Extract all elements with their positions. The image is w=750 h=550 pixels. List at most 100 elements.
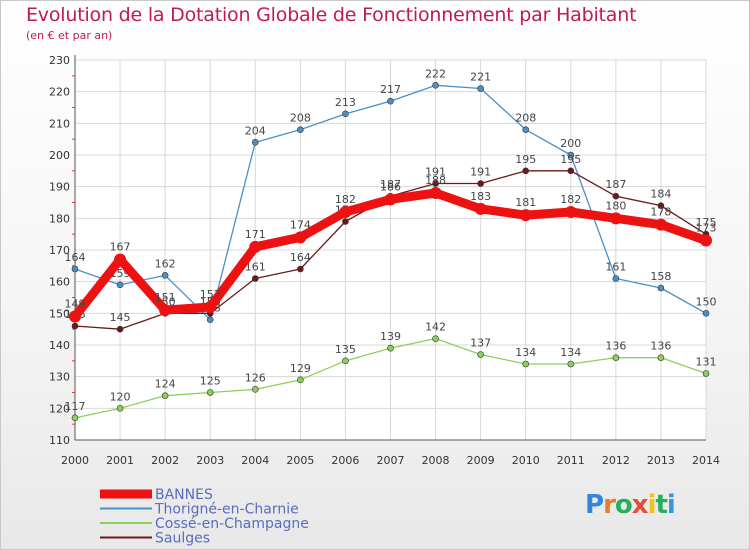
data-label: 204 bbox=[245, 124, 266, 137]
data-label: 191 bbox=[470, 166, 491, 179]
data-point bbox=[522, 167, 530, 175]
proxiti-logo: Proxiti bbox=[585, 490, 676, 520]
y-tick-label: 130 bbox=[49, 371, 70, 384]
x-tick-label: 2006 bbox=[331, 454, 359, 467]
x-tick-label: 2011 bbox=[557, 454, 585, 467]
data-label: 183 bbox=[470, 190, 491, 203]
data-point bbox=[612, 354, 620, 361]
data-point bbox=[657, 284, 665, 292]
data-point bbox=[477, 351, 484, 358]
x-tick-label: 2008 bbox=[422, 454, 450, 467]
data-point bbox=[297, 376, 304, 384]
data-point bbox=[249, 240, 262, 253]
data-point bbox=[71, 414, 79, 422]
data-point bbox=[342, 110, 349, 118]
data-label: 222 bbox=[425, 67, 446, 80]
data-label: 149 bbox=[65, 298, 86, 311]
data-label: 181 bbox=[515, 196, 536, 209]
data-label: 164 bbox=[65, 251, 86, 264]
x-tick-label: 2004 bbox=[241, 454, 269, 467]
data-point bbox=[432, 82, 439, 89]
y-tick-label: 110 bbox=[49, 434, 70, 447]
data-label: 191 bbox=[425, 166, 446, 179]
data-label: 195 bbox=[560, 153, 581, 166]
x-tick-label: 2000 bbox=[61, 454, 89, 467]
data-label: 175 bbox=[696, 216, 717, 229]
data-label: 145 bbox=[110, 311, 131, 324]
data-point bbox=[612, 192, 620, 200]
x-tick-label: 2014 bbox=[692, 454, 720, 467]
data-point bbox=[432, 180, 439, 187]
y-tick-label: 150 bbox=[49, 307, 70, 320]
data-point bbox=[477, 180, 484, 187]
y-tick-label: 220 bbox=[49, 86, 70, 99]
y-tick-label: 180 bbox=[49, 212, 70, 225]
y-tick-label: 170 bbox=[49, 244, 70, 257]
data-label: 180 bbox=[605, 199, 626, 212]
data-point bbox=[251, 386, 259, 393]
y-tick-label: 160 bbox=[49, 276, 70, 289]
data-point bbox=[657, 202, 665, 209]
data-point bbox=[609, 212, 622, 225]
data-point bbox=[567, 151, 575, 159]
data-point bbox=[342, 218, 349, 225]
data-label: 167 bbox=[110, 241, 131, 254]
data-point bbox=[700, 234, 712, 247]
data-label: 174 bbox=[290, 218, 311, 231]
data-label: 134 bbox=[560, 346, 581, 359]
data-label: 117 bbox=[65, 400, 86, 413]
data-label: 129 bbox=[290, 362, 311, 375]
data-label: 136 bbox=[650, 340, 671, 353]
data-label: 171 bbox=[245, 228, 266, 241]
data-label: 213 bbox=[335, 96, 356, 109]
data-label: 187 bbox=[605, 178, 626, 191]
data-label: 187 bbox=[380, 178, 401, 191]
x-tick-label: 2003 bbox=[196, 454, 224, 467]
data-point bbox=[294, 231, 307, 244]
data-label: 161 bbox=[245, 261, 266, 274]
data-point bbox=[297, 265, 304, 273]
data-point bbox=[116, 405, 124, 412]
data-point bbox=[657, 354, 665, 361]
logo-letter: r bbox=[603, 490, 616, 520]
x-tick-label: 2001 bbox=[106, 454, 134, 467]
data-label: 221 bbox=[470, 71, 491, 84]
y-tick-label: 200 bbox=[49, 149, 70, 162]
data-label: 126 bbox=[245, 371, 266, 384]
data-point bbox=[161, 272, 169, 279]
data-label: 158 bbox=[650, 270, 671, 283]
data-label: 182 bbox=[335, 193, 356, 206]
data-point bbox=[429, 187, 442, 199]
data-label: 178 bbox=[650, 206, 671, 219]
x-tick-label: 2012 bbox=[602, 454, 630, 467]
data-point bbox=[654, 218, 667, 231]
data-point bbox=[564, 206, 577, 218]
data-label: 135 bbox=[335, 343, 356, 356]
data-label: 142 bbox=[425, 321, 446, 334]
data-point bbox=[702, 370, 710, 377]
data-label: 184 bbox=[650, 188, 671, 201]
y-tick-label: 140 bbox=[49, 339, 70, 352]
chart-title: Evolution de la Dotation Globale de Fonc… bbox=[26, 4, 637, 26]
data-point bbox=[116, 325, 124, 333]
chart-subtitle: (en € et par an) bbox=[26, 29, 113, 42]
x-tick-label: 2007 bbox=[377, 454, 405, 467]
data-point bbox=[477, 85, 484, 92]
logo-letter: i bbox=[666, 490, 676, 520]
data-label: 195 bbox=[515, 153, 536, 166]
data-label: 136 bbox=[605, 340, 626, 353]
logo-letter: P bbox=[585, 490, 604, 520]
data-point bbox=[206, 389, 214, 396]
data-point bbox=[387, 97, 394, 105]
legend-label: BANNES bbox=[155, 487, 213, 503]
y-tick-label: 230 bbox=[49, 54, 70, 67]
data-point bbox=[114, 253, 127, 266]
x-tick-label: 2010 bbox=[512, 454, 540, 467]
data-label: 208 bbox=[290, 112, 311, 125]
data-point bbox=[116, 281, 124, 289]
logo-letter: i bbox=[647, 490, 657, 520]
x-tick-label: 2013 bbox=[647, 454, 675, 467]
data-point bbox=[567, 167, 575, 175]
data-point bbox=[251, 275, 259, 282]
data-label: 208 bbox=[515, 112, 536, 125]
